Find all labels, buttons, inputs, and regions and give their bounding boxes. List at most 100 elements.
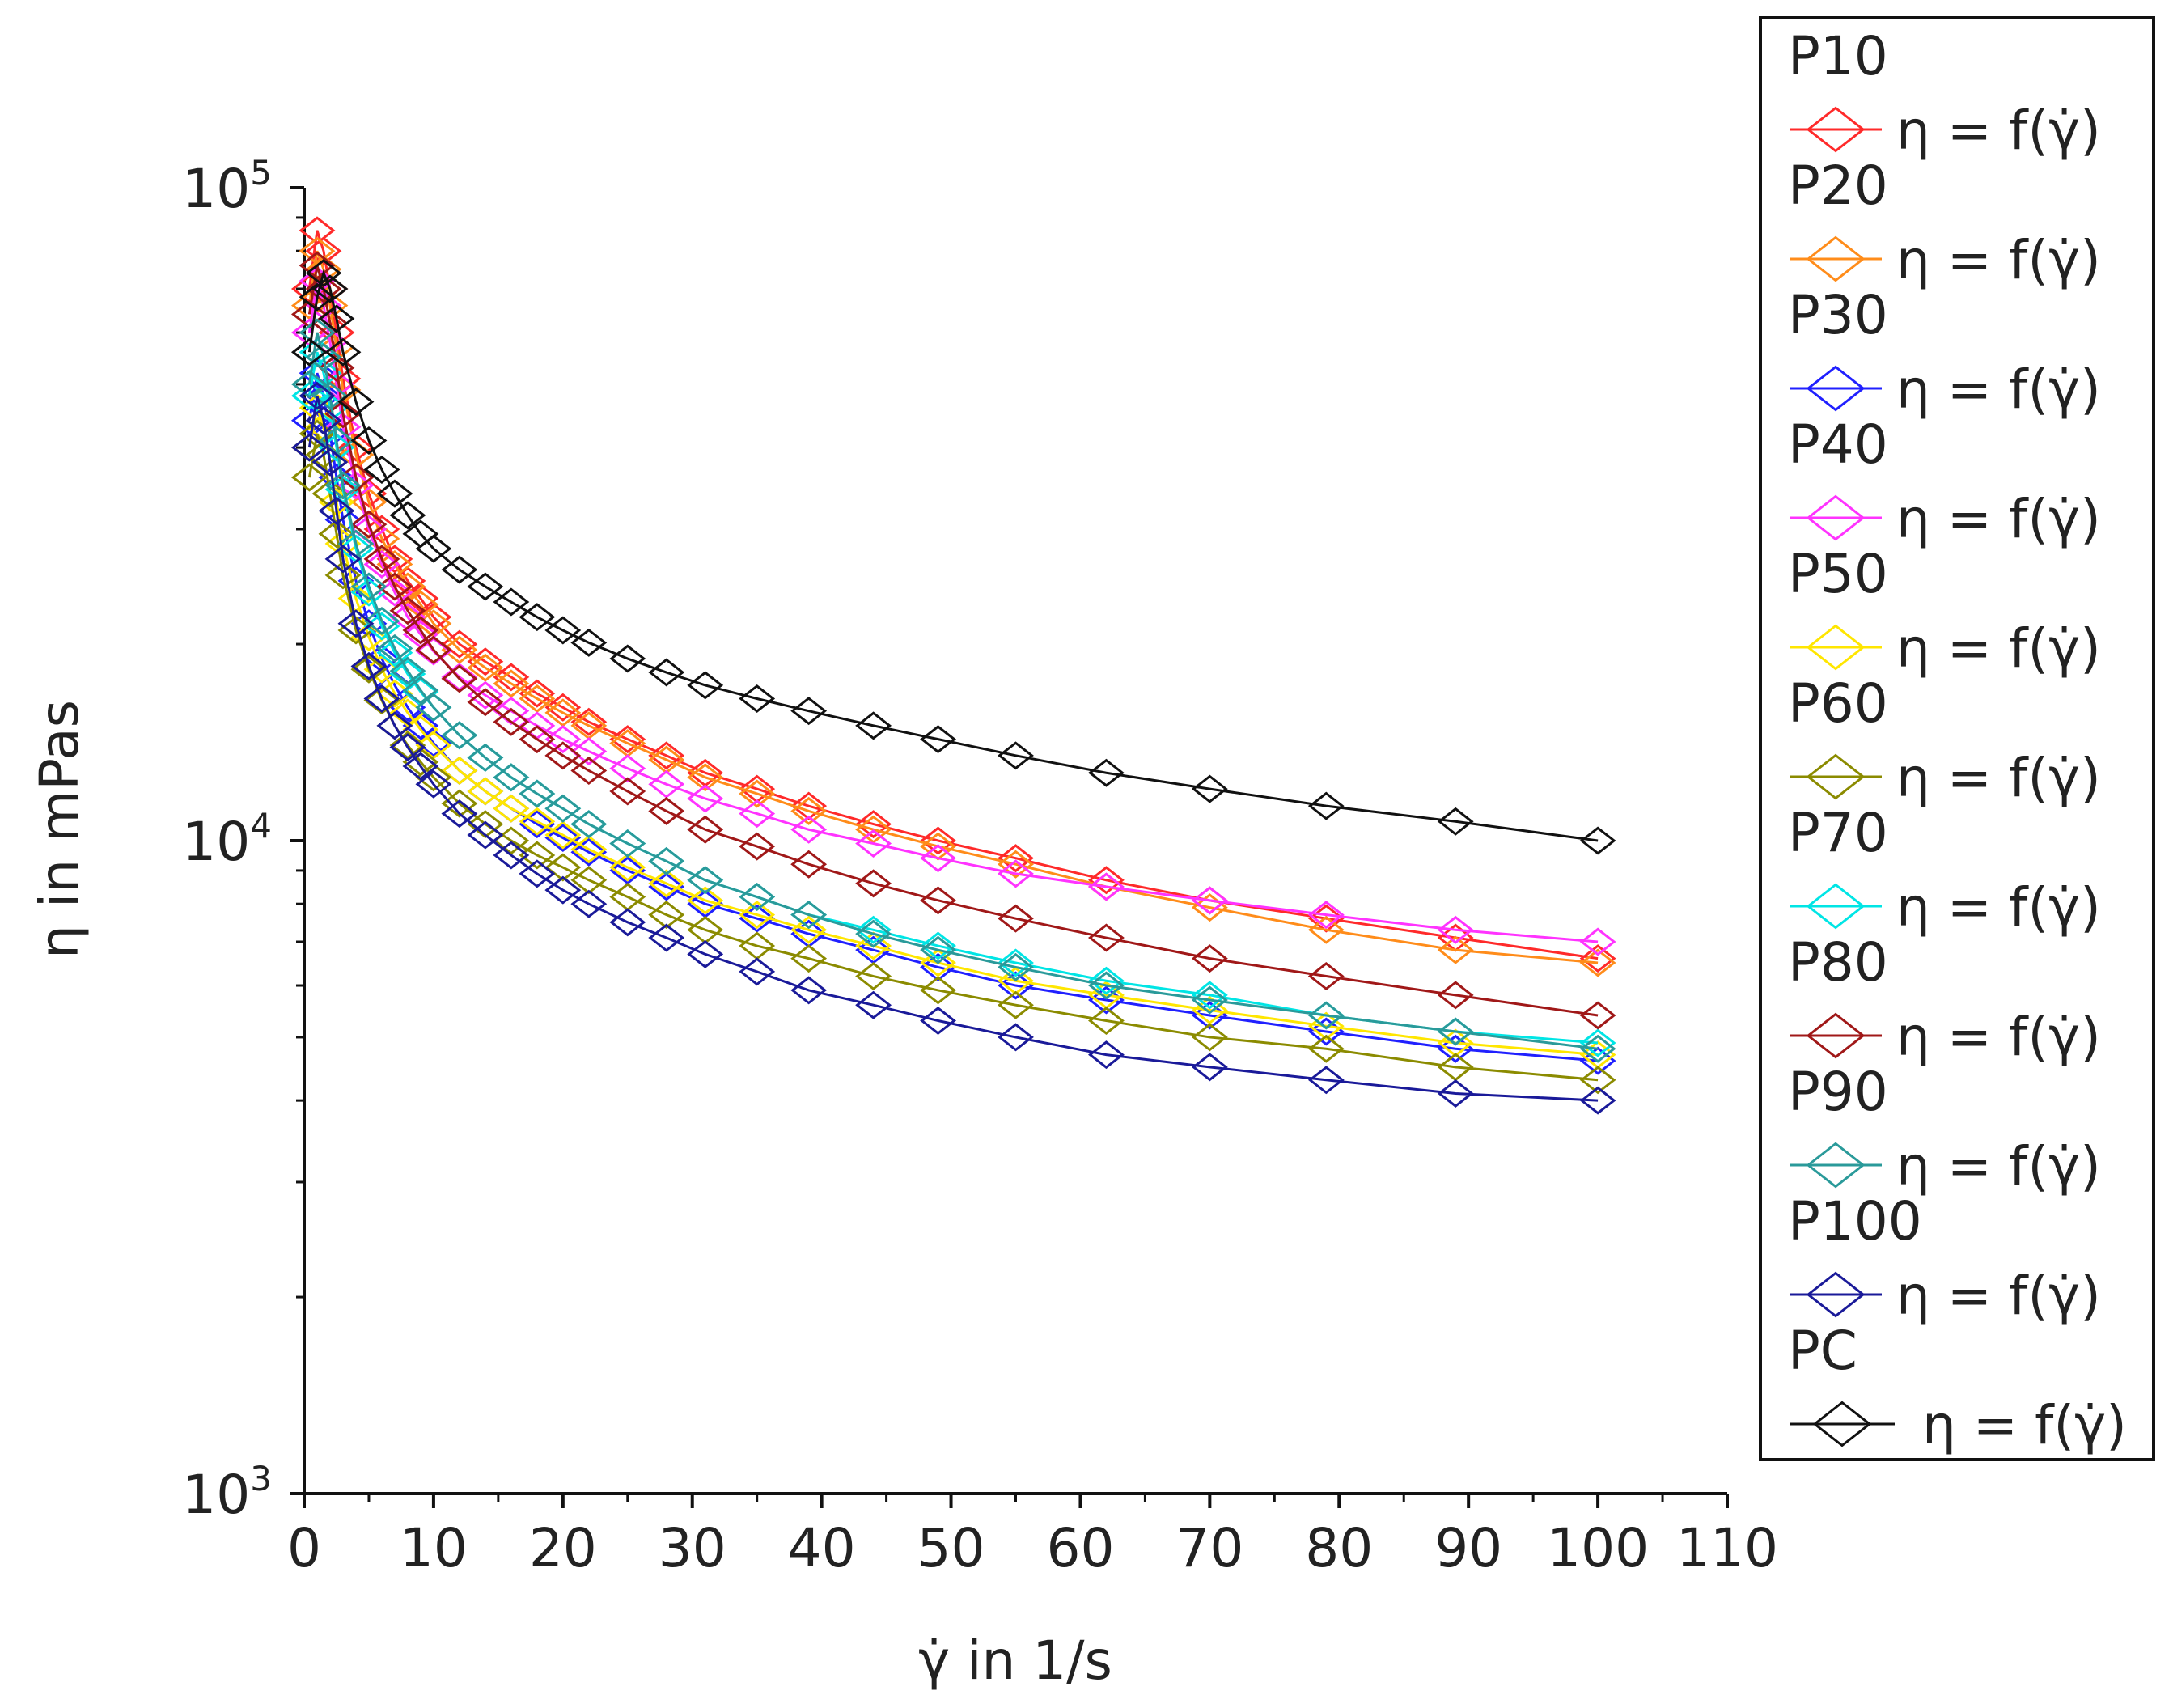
data-point <box>790 815 828 844</box>
data-point <box>290 433 328 462</box>
data-point <box>920 832 956 861</box>
data-point <box>855 915 892 944</box>
legend-group-label: PC <box>1788 1320 1857 1382</box>
x-tick-label: 10 <box>400 1517 468 1579</box>
x-tick-label: 70 <box>1175 1517 1243 1579</box>
data-point <box>544 875 582 905</box>
data-point <box>467 688 504 717</box>
data-point <box>1307 1001 1345 1030</box>
data-point <box>1437 1028 1474 1057</box>
data-point <box>1579 1028 1616 1057</box>
data-point <box>648 901 685 930</box>
data-point <box>402 752 439 781</box>
data-point <box>1307 1011 1345 1040</box>
data-point <box>648 769 685 799</box>
axes: 0 10 20 30 40 50 60 70 80 90 100 110 103 104 105 <box>182 153 1778 1579</box>
data-point <box>1579 927 1616 956</box>
data-point <box>1579 1040 1616 1070</box>
data-point <box>1307 1034 1345 1063</box>
data-point <box>1191 1053 1228 1082</box>
x-tick-label: 30 <box>659 1517 726 1579</box>
data-point <box>739 931 776 960</box>
data-point <box>311 479 349 508</box>
data-point <box>570 707 608 736</box>
data-point <box>467 572 504 601</box>
data-point <box>311 274 349 303</box>
data-point <box>376 679 413 708</box>
data-point <box>920 931 956 960</box>
data-point <box>363 549 400 579</box>
data-point <box>350 510 388 539</box>
data-point <box>920 886 956 915</box>
data-point <box>1191 944 1228 973</box>
data-point <box>739 832 776 861</box>
legend-series-label: η = f(γ̇) <box>1896 100 2101 162</box>
x-axis-label: γ̇ in 1/s <box>918 1630 1112 1692</box>
data-point <box>363 455 400 484</box>
legend-group-label: P100 <box>1788 1190 1922 1252</box>
data-point <box>441 635 478 664</box>
data-point <box>441 629 478 659</box>
data-point <box>402 590 439 619</box>
data-point <box>609 725 646 754</box>
data-point <box>493 794 530 823</box>
data-point <box>350 609 388 638</box>
data-point <box>415 534 452 563</box>
y-tick-label: 103 <box>182 1459 272 1526</box>
data-point <box>739 779 776 808</box>
data-point <box>570 837 608 867</box>
data-point <box>519 725 556 754</box>
data-point <box>739 684 776 713</box>
data-point <box>609 754 646 783</box>
data-point <box>402 620 439 649</box>
data-point <box>570 889 608 918</box>
data-point <box>855 815 892 844</box>
data-point <box>790 850 828 879</box>
data-point <box>519 841 556 870</box>
data-point <box>855 962 892 991</box>
data-point <box>1191 1023 1228 1052</box>
legend-group-label: P80 <box>1788 931 1888 994</box>
data-point <box>350 426 388 455</box>
data-point <box>687 763 724 792</box>
data-point <box>441 555 478 584</box>
data-point <box>467 743 504 772</box>
data-point <box>1088 1040 1125 1070</box>
data-point <box>290 406 328 435</box>
legend-swatch-marker <box>1806 1012 1866 1059</box>
data-point <box>570 737 608 766</box>
legend-series-label: η = f(γ̇) <box>1896 1006 2101 1068</box>
data-point <box>363 686 400 715</box>
data-point <box>1191 985 1228 1015</box>
data-point <box>920 725 956 754</box>
data-point <box>998 859 1034 888</box>
data-point <box>389 656 426 685</box>
data-point <box>1088 866 1125 895</box>
x-tick-label: 40 <box>788 1517 856 1579</box>
legend-swatch-marker <box>1806 624 1866 671</box>
data-point <box>1191 886 1228 915</box>
data-point <box>687 866 724 895</box>
data-point <box>790 915 828 944</box>
data-point <box>519 859 556 888</box>
data-point <box>376 479 413 508</box>
data-point <box>920 935 956 964</box>
data-point <box>790 697 828 726</box>
data-point <box>648 872 685 901</box>
data-point <box>544 794 582 823</box>
data-point <box>467 647 504 676</box>
data-point <box>544 693 582 722</box>
legend-group-label: P20 <box>1788 155 1888 217</box>
data-point <box>415 635 452 664</box>
x-tick-label: 20 <box>529 1517 597 1579</box>
data-point <box>467 777 504 806</box>
data-point <box>337 534 375 563</box>
data-point <box>1579 1086 1616 1115</box>
series-p80 <box>290 251 1616 1030</box>
data-point <box>350 572 388 601</box>
data-point <box>350 655 388 684</box>
legend-swatch-marker <box>1806 1142 1866 1189</box>
data-point <box>609 908 646 937</box>
data-point <box>790 944 828 973</box>
data-point <box>376 578 413 607</box>
